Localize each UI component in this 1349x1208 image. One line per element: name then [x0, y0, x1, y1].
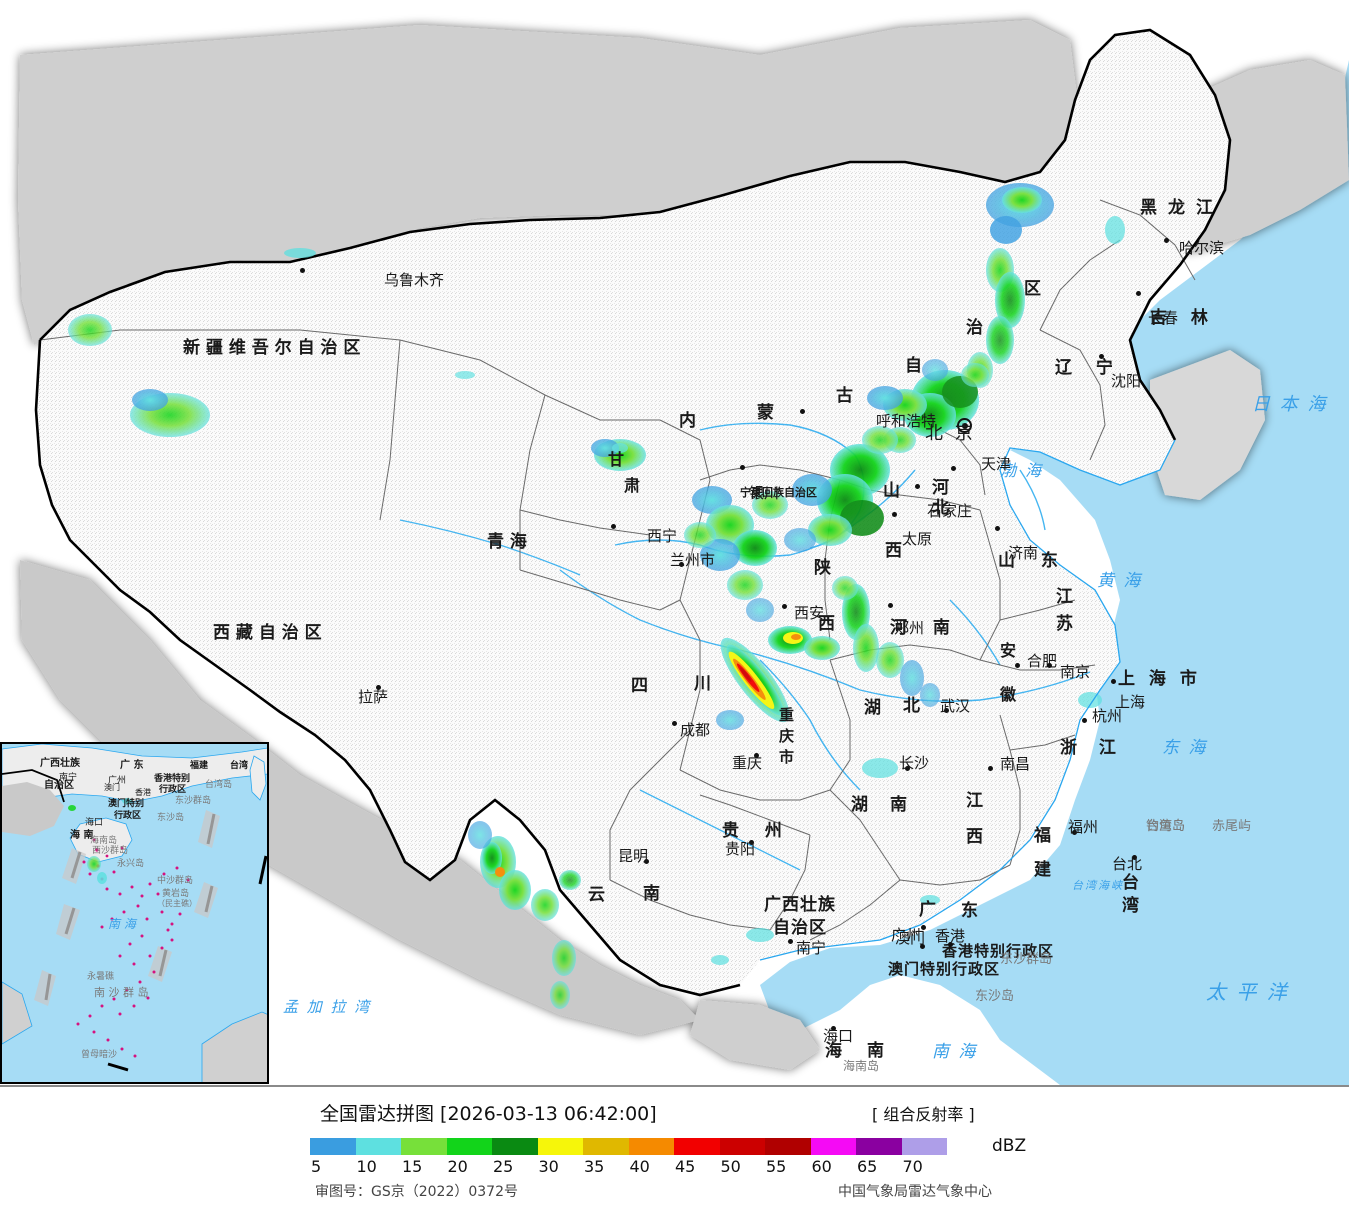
dbz-colorbar[interactable]: [310, 1138, 947, 1157]
colorbar-tick-10: 10: [356, 1157, 377, 1176]
south-china-sea-inset[interactable]: 广西壮族 自治区 南宁广 东广州 福建 台湾 台湾岛 香港特别 行政区 澳门特别 行政区 澳门 香港东…: [0, 742, 269, 1084]
dbz-tick-labels: 5 10 15 20 25 30 35 40 45 50 55 60 65 70: [305, 1157, 1005, 1177]
colorbar-swatch-50: [719, 1138, 765, 1155]
issuing-agency: 中国气象局雷达气象中心: [838, 1184, 992, 1200]
china-landmass: [36, 30, 1230, 995]
colorbar-swatch-30: [537, 1138, 583, 1155]
city-dot-2: [611, 524, 616, 529]
city-dot-30: [948, 942, 953, 947]
approval-number: 审图号：GS京（2022）0372号: [315, 1184, 518, 1200]
colorbar-swatch-70: [901, 1138, 947, 1155]
city-dot-14: [782, 604, 787, 609]
echo-shanxi-shaanxi: [784, 426, 898, 552]
city-dot-8: [915, 484, 920, 489]
city-dot-7: [951, 466, 956, 471]
map-area[interactable]: 黑龙江吉 林辽 宁内蒙古自治区新 疆 维 吾 尔 自 治 区西 藏 自 治 区青…: [0, 0, 1349, 1085]
inset-svg: [2, 744, 267, 1082]
city-dot-19: [1082, 718, 1087, 723]
colorbar-tick-70: 70: [902, 1157, 923, 1176]
city-dot-29: [921, 925, 926, 930]
china-map-svg: [18, 0, 1349, 1085]
colorbar-swatch-35: [583, 1138, 629, 1155]
city-dot-0: [300, 268, 305, 273]
city-dot-11: [1099, 354, 1104, 359]
city-dot-33: [1132, 855, 1137, 860]
city-dot-24: [988, 766, 993, 771]
product-type-label: [ 组合反射率 ]: [872, 1105, 975, 1124]
echo-beijing-hebei: [867, 359, 989, 453]
echo-yunnan: [468, 821, 581, 1009]
city-dot-25: [1072, 830, 1077, 835]
ocean-layer: [760, 0, 1349, 1085]
capital-marker-beijing: [957, 418, 972, 433]
colorbar-swatch-65: [856, 1138, 902, 1155]
city-dot-15: [888, 603, 893, 608]
colorbar-swatch-25: [492, 1138, 538, 1155]
city-dot-20: [672, 721, 677, 726]
city-dot-1: [376, 685, 381, 690]
city-dot-10: [995, 526, 1000, 531]
map-title: 全国雷达拼图 [2026-03-13 06:42:00]: [320, 1103, 657, 1125]
colorbar-swatch-45: [674, 1138, 720, 1155]
city-dot-21: [754, 753, 759, 758]
colorbar-swatch-5: [310, 1138, 356, 1155]
city-dot-26: [749, 840, 754, 845]
inset-island-dots: [76, 838, 190, 1058]
city-dot-17: [1047, 663, 1052, 668]
city-dot-27: [644, 859, 649, 864]
echo-gansu-ningxia: [591, 439, 788, 622]
colorbar-tick-55: 55: [766, 1157, 787, 1176]
radar-echo-layer: [68, 183, 1125, 1009]
colorbar-tick-15: 15: [402, 1157, 423, 1176]
city-dot-32: [831, 1026, 836, 1031]
colorbar-tick-30: 30: [538, 1157, 559, 1176]
city-dot-12: [1136, 291, 1141, 296]
echo-henan-hubei: [832, 576, 940, 707]
colorbar-swatch-15: [401, 1138, 447, 1155]
ocean-east: [760, 0, 1349, 1085]
coastline: [759, 439, 1176, 961]
city-dot-18: [1111, 679, 1116, 684]
colorbar-swatch-60: [810, 1138, 856, 1155]
city-dot-31: [920, 944, 925, 949]
colorbar-tick-25: 25: [493, 1157, 514, 1176]
colorbar-tick-50: 50: [720, 1157, 741, 1176]
city-dot-28: [788, 939, 793, 944]
colorbar-tick-35: 35: [584, 1157, 605, 1176]
dbz-unit-label: dBZ: [992, 1136, 1027, 1156]
national-border: [34, 28, 1232, 997]
city-dot-16: [1015, 663, 1020, 668]
colorbar-tick-5: 5: [311, 1157, 322, 1176]
city-dot-9: [892, 512, 897, 517]
colorbar-swatch-40: [628, 1138, 674, 1155]
city-dot-3: [679, 562, 684, 567]
colorbar-tick-40: 40: [629, 1157, 650, 1176]
colorbar-swatch-10: [355, 1138, 401, 1155]
city-dot-23: [905, 766, 910, 771]
city-dot-22: [944, 708, 949, 713]
colorbar-tick-65: 65: [857, 1157, 878, 1176]
echo-xinjiang: [68, 248, 475, 437]
city-dot-5: [800, 409, 805, 414]
echo-sichuan-shaanxi-core: [716, 626, 840, 730]
colorbar-tick-20: 20: [447, 1157, 468, 1176]
city-dot-4: [740, 465, 745, 470]
colorbar-tick-60: 60: [811, 1157, 832, 1176]
colorbar-tick-45: 45: [675, 1157, 696, 1176]
colorbar-swatch-55: [765, 1138, 811, 1155]
colorbar-swatch-20: [446, 1138, 492, 1155]
city-dot-13: [1164, 238, 1169, 243]
